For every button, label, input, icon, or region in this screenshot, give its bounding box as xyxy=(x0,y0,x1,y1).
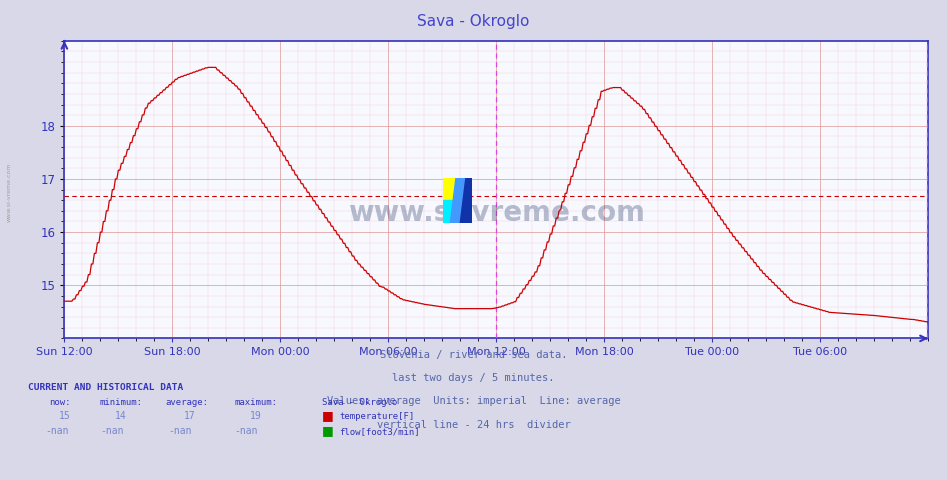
Text: www.si-vreme.com: www.si-vreme.com xyxy=(7,162,12,222)
Text: ■: ■ xyxy=(322,408,333,421)
Text: Slovenia / river and sea data.: Slovenia / river and sea data. xyxy=(380,350,567,360)
Text: Sava - Okroglo: Sava - Okroglo xyxy=(322,398,397,407)
Text: CURRENT AND HISTORICAL DATA: CURRENT AND HISTORICAL DATA xyxy=(28,383,184,392)
Text: temperature[F]: temperature[F] xyxy=(339,411,414,420)
Text: 14: 14 xyxy=(116,410,127,420)
Text: last two days / 5 minutes.: last two days / 5 minutes. xyxy=(392,373,555,384)
Polygon shape xyxy=(451,178,464,223)
Text: -nan: -nan xyxy=(235,426,258,436)
Text: 15: 15 xyxy=(59,410,70,420)
Text: 19: 19 xyxy=(250,410,261,420)
Text: 17: 17 xyxy=(184,410,195,420)
Text: -nan: -nan xyxy=(100,426,123,436)
Bar xyxy=(443,201,457,223)
Text: -nan: -nan xyxy=(45,426,68,436)
Text: now:: now: xyxy=(49,398,71,407)
Bar xyxy=(457,178,472,223)
Text: average:: average: xyxy=(166,398,208,407)
Text: Sava - Okroglo: Sava - Okroglo xyxy=(418,14,529,29)
Text: Values: average  Units: imperial  Line: average: Values: average Units: imperial Line: av… xyxy=(327,396,620,407)
Text: vertical line - 24 hrs  divider: vertical line - 24 hrs divider xyxy=(377,420,570,430)
Text: -nan: -nan xyxy=(169,426,191,436)
Text: flow[foot3/min]: flow[foot3/min] xyxy=(339,427,420,436)
Bar xyxy=(443,178,457,201)
Text: minimum:: minimum: xyxy=(99,398,142,407)
Text: www.si-vreme.com: www.si-vreme.com xyxy=(348,199,645,228)
Text: ■: ■ xyxy=(322,424,333,437)
Text: maximum:: maximum: xyxy=(235,398,277,407)
